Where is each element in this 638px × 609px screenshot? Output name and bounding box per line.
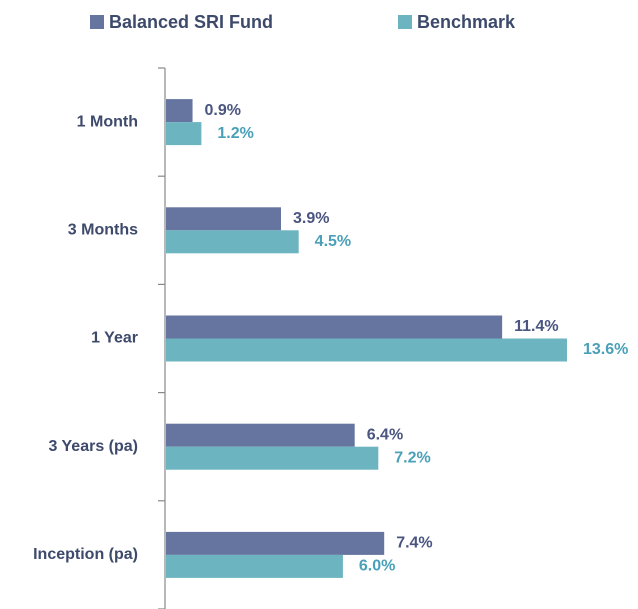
value-label: 0.9% bbox=[205, 102, 241, 119]
bar bbox=[166, 554, 343, 578]
value-label: 7.2% bbox=[394, 449, 430, 466]
value-label: 6.4% bbox=[367, 426, 403, 443]
legend-swatch bbox=[398, 15, 412, 29]
bar bbox=[166, 315, 503, 339]
bar bbox=[166, 531, 385, 555]
bar bbox=[166, 446, 379, 470]
value-label: 3.9% bbox=[293, 210, 329, 227]
value-label: 7.4% bbox=[396, 535, 432, 552]
value-label: 11.4% bbox=[514, 318, 558, 335]
category-label: 3 Years (pa) bbox=[48, 438, 138, 455]
legend-label: Balanced SRI Fund bbox=[109, 12, 273, 32]
bar bbox=[166, 338, 567, 362]
bar bbox=[166, 99, 193, 123]
bar bbox=[166, 207, 281, 231]
category-label: 1 Month bbox=[77, 113, 138, 130]
bar bbox=[166, 423, 355, 447]
value-label: 13.6% bbox=[583, 341, 628, 358]
value-label: 6.0% bbox=[359, 558, 395, 575]
bar bbox=[166, 230, 299, 254]
bar bbox=[166, 122, 202, 146]
legend-swatch bbox=[90, 15, 104, 29]
value-label: 4.5% bbox=[315, 233, 351, 250]
category-label: Inception (pa) bbox=[33, 546, 138, 563]
category-label: 3 Months bbox=[68, 222, 138, 239]
value-label: 1.2% bbox=[217, 125, 253, 142]
category-label: 1 Year bbox=[91, 330, 138, 347]
legend-label: Benchmark bbox=[417, 12, 516, 32]
